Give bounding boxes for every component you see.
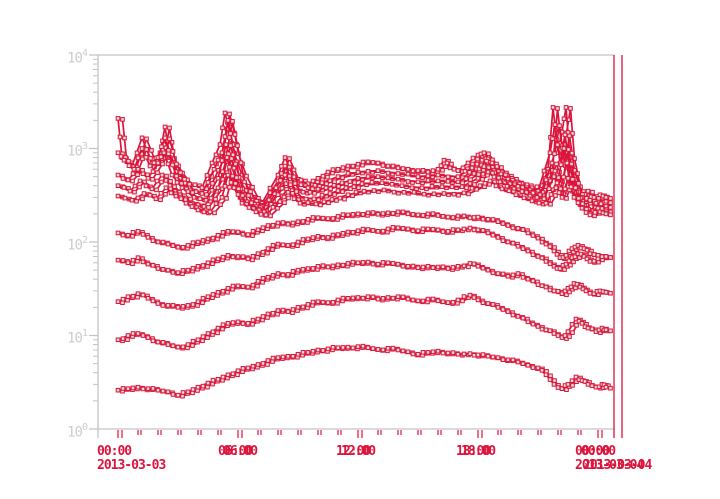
y-tick-label-1e0: 100 <box>67 422 88 441</box>
y-tick-label-1e2: 102 <box>67 235 88 254</box>
x-date-label-2013-03-03: 2013-03-03 <box>97 458 166 473</box>
y-tick-label-1e1: 101 <box>67 328 88 347</box>
x-tick-label-0000-start: 00:00 <box>97 444 132 459</box>
y-tick-label-1e3: 103 <box>67 141 88 160</box>
y-tick-label-1e4: 104 <box>67 48 88 67</box>
